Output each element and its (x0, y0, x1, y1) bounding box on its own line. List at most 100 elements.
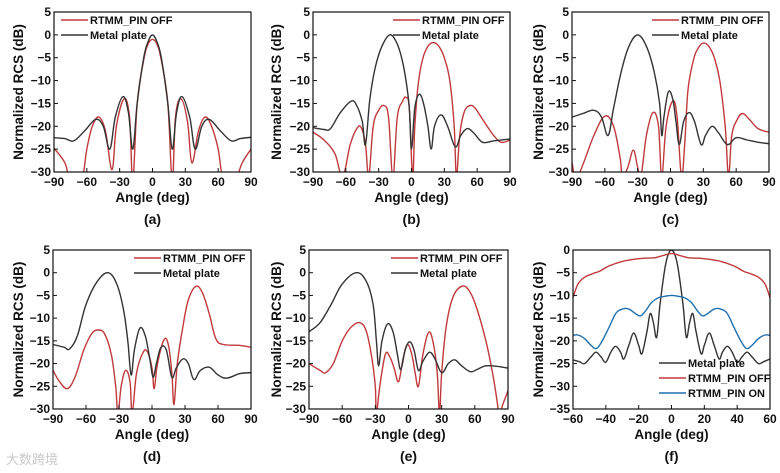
x-tick-label: −30 (109, 175, 130, 189)
x-axis-label: Angle (deg) (115, 190, 189, 205)
y-tick-label: −10 (30, 311, 51, 325)
panel-e: −90 −60 −30 0 30 60 9050−5−10−15−20−25−30Angle… (269, 243, 515, 464)
x-tick-label: −90 (303, 175, 324, 189)
legend-label: RTMM_PIN OFF (681, 15, 764, 27)
y-tick-label: −15 (30, 334, 51, 348)
y-tick-label: 5 (299, 243, 306, 257)
x-tick-label: −90 (43, 412, 64, 426)
panel-caption: (a) (144, 211, 161, 227)
legend: Metal plate RTMM_PIN OFF RTMM_PIN ON (659, 358, 771, 400)
legend-label: RTMM_PIN OFF (422, 15, 505, 27)
x-tick-label: 0 (149, 175, 156, 189)
x-tick-label: −60 (76, 412, 97, 426)
legend-label: Metal plate (688, 358, 745, 370)
y-tick-label: −10 (549, 74, 570, 88)
plot-frame (53, 11, 252, 173)
y-axis-label: Normalized RCS (dB) (531, 262, 546, 398)
series-line-metal-plate (54, 34, 251, 150)
x-tick-label: −90 (44, 175, 65, 189)
panel-caption: (d) (143, 448, 161, 464)
y-tick-label: −25 (30, 379, 51, 393)
y-tick-label: −15 (286, 334, 307, 348)
legend-label: Metal plate (681, 30, 738, 42)
x-tick-label: −90 (299, 412, 320, 426)
x-tick-label: −60 (332, 412, 353, 426)
series-line-rtmm-pin-off (573, 252, 770, 298)
x-axis-label: Angle (deg) (115, 427, 189, 442)
x-tick-label: −30 (365, 412, 386, 426)
x-tick-label: 30 (179, 175, 193, 189)
x-tick-label: −60 (77, 175, 98, 189)
y-tick-label: −5 (556, 266, 570, 280)
legend: RTMM_PIN OFF Metal plate (391, 253, 503, 280)
x-tick-label: −30 (109, 412, 130, 426)
y-tick-label: 0 (562, 28, 569, 42)
y-tick-label: −20 (549, 119, 570, 133)
panel-caption: (c) (662, 211, 679, 227)
x-tick-label: 60 (470, 175, 484, 189)
x-tick-label: 0 (149, 412, 156, 426)
y-tick-label: −5 (555, 51, 569, 65)
legend-label: Metal plate (163, 268, 220, 280)
legend: RTMM_PIN OFF Metal plate (61, 15, 173, 42)
y-axis-label: Normalized RCS (dB) (269, 24, 284, 160)
y-axis-label: Normalized RCS (dB) (11, 24, 26, 160)
plot-frame (308, 249, 509, 410)
y-tick-label: −20 (31, 119, 52, 133)
legend: RTMM_PIN OFF Metal plate (134, 253, 246, 280)
y-tick-label: −15 (31, 96, 52, 110)
x-tick-label: −90 (562, 175, 583, 189)
y-tick-label: 5 (43, 243, 50, 257)
legend: RTMM_PIN OFF Metal plate (393, 15, 505, 42)
x-tick-label: 30 (438, 175, 452, 189)
panel-caption: (b) (403, 211, 421, 227)
y-tick-label: 0 (43, 266, 50, 280)
legend-label: Metal plate (420, 268, 477, 280)
series-line-metal-plate (53, 271, 251, 381)
panel-d: −90 −60 −30 0 30 60 9050−5−10−15−20−25−30Angle… (11, 243, 258, 464)
series-line-rtmm-pin-off (313, 41, 510, 172)
legend-label: Metal plate (422, 30, 479, 42)
x-tick-label: 90 (762, 175, 776, 189)
y-tick-label: −30 (549, 165, 570, 179)
series-line-metal-plate (573, 250, 770, 365)
x-tick-label: 60 (729, 175, 743, 189)
panel-c: −90 −60 −30 0 30 60 9050−5−10−15−20−25−30Angle… (531, 5, 776, 227)
y-tick-label: −20 (550, 334, 571, 348)
y-tick-label: −10 (31, 74, 52, 88)
y-tick-label: −25 (31, 142, 52, 156)
y-tick-label: −10 (286, 311, 307, 325)
legend-label: RTMM_PIN OFF (163, 253, 246, 265)
y-tick-label: 0 (563, 243, 570, 257)
x-axis-label: Angle (deg) (374, 190, 448, 205)
x-tick-label: 30 (178, 412, 192, 426)
x-tick-label: −30 (368, 175, 389, 189)
y-axis-label: Normalized RCS (dB) (531, 24, 546, 160)
y-tick-label: 5 (562, 5, 569, 19)
y-tick-label: 5 (303, 5, 310, 19)
plot-frame (572, 249, 771, 410)
x-tick-label: 60 (468, 412, 482, 426)
x-tick-label: 90 (501, 412, 515, 426)
x-axis-label: Angle (deg) (633, 190, 707, 205)
x-tick-label: 0 (405, 412, 412, 426)
y-tick-label: −5 (296, 51, 310, 65)
x-tick-label: 60 (211, 412, 225, 426)
x-tick-label: 40 (730, 412, 744, 426)
x-tick-label: 0 (667, 175, 674, 189)
y-tick-label: −15 (290, 96, 311, 110)
y-tick-label: −20 (30, 357, 51, 371)
y-axis-label: Normalized RCS (dB) (11, 262, 26, 398)
legend-label: RTMM_PIN OFF (420, 253, 503, 265)
y-tick-label: −35 (550, 402, 571, 416)
watermark: 大数跨境 (6, 452, 58, 467)
x-tick-label: 0 (668, 412, 675, 426)
series-line-rtmm-pin-off (53, 285, 251, 409)
x-tick-label: −30 (627, 175, 648, 189)
y-tick-label: 0 (44, 28, 51, 42)
x-tick-label: 20 (698, 412, 712, 426)
y-tick-label: −10 (550, 288, 571, 302)
y-tick-label: −30 (290, 165, 311, 179)
y-tick-label: −30 (286, 402, 307, 416)
